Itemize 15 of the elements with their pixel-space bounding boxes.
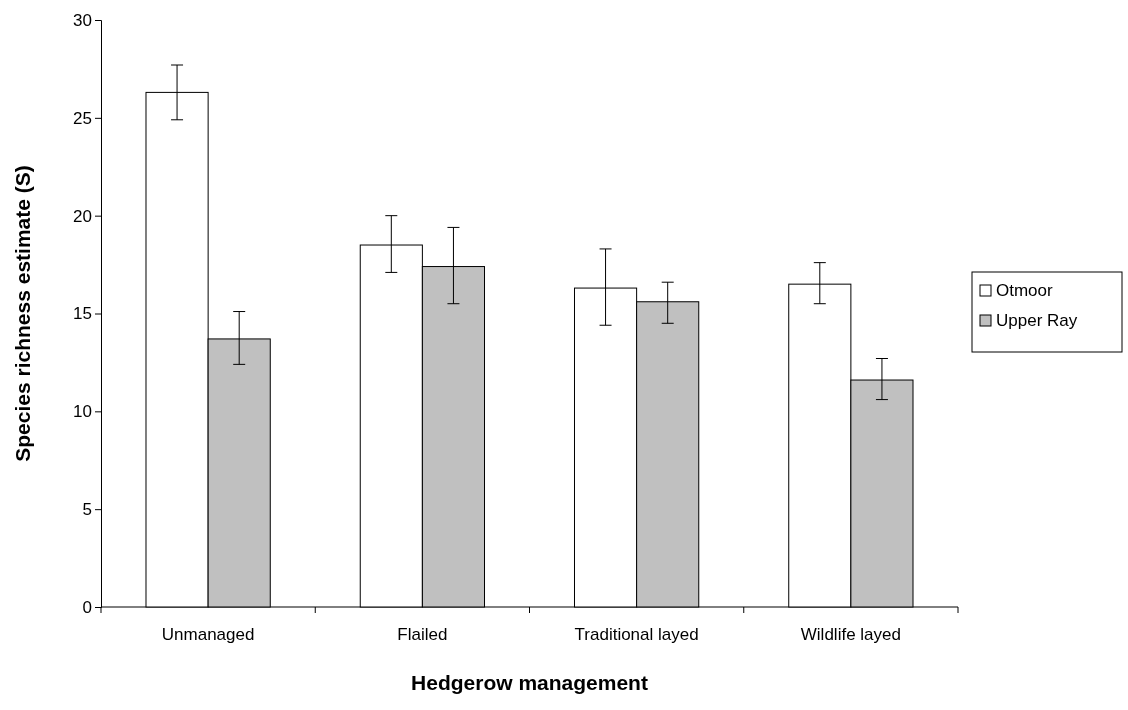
legend-label: Otmoor xyxy=(996,281,1054,300)
y-tick-label: 15 xyxy=(73,304,92,324)
legend-label: Upper Ray xyxy=(996,311,1078,330)
x-tick-label: Traditional layed xyxy=(574,625,699,644)
y-tick-label: 20 xyxy=(73,206,92,226)
y-tick-label: 10 xyxy=(73,402,92,422)
x-tick-label: Unmanaged xyxy=(161,625,255,644)
y-tick-label: 0 xyxy=(82,597,92,617)
y-tick-label: 5 xyxy=(82,500,92,520)
x-axis-title: Hedgerow management xyxy=(411,671,648,694)
y-axis-title: Species richness estimate (S) xyxy=(11,165,34,462)
x-tick-label: Flailed xyxy=(397,625,448,644)
y-tick-label: 30 xyxy=(73,10,92,30)
y-tick-label: 25 xyxy=(73,108,92,128)
x-tick-label: Wildlife layed xyxy=(800,625,901,644)
